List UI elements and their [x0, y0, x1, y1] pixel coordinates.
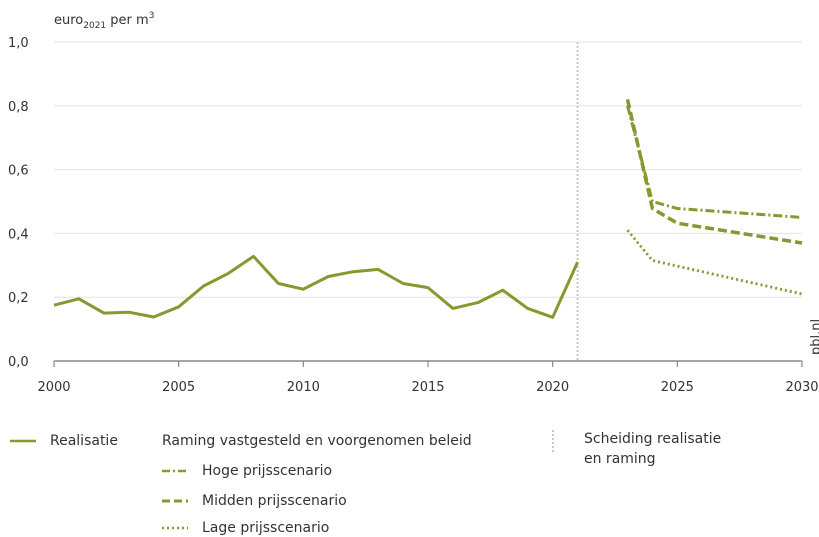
line-chart: 0,00,20,40,60,81,0 2000 2005 2010 2015 2020 2…: [8, 11, 819, 395]
series-line-realisatie: [53, 254, 579, 319]
y-tick-label: 1,0: [8, 36, 29, 51]
y-axis-label-rest: per m: [106, 13, 149, 28]
legend-label-lage: Lage prijsscenario: [202, 520, 330, 536]
legend-label-realisatie: Realisatie: [50, 433, 118, 449]
x-tick-label: 2020: [536, 380, 569, 395]
x-tick-label: 2015: [411, 380, 444, 395]
y-axis-label: euro2021 per m3: [54, 11, 154, 31]
x-tick-label: 2030: [785, 380, 818, 395]
vertical-dotted-line-icon: [548, 430, 558, 452]
x-tick-label: 2005: [162, 380, 195, 395]
series-lines: [53, 99, 803, 319]
y-tick-label: 0,2: [8, 291, 29, 306]
x-tick-label: 2025: [661, 380, 694, 395]
y-axis-label-sub: 2021: [83, 21, 106, 31]
legend-item-scheiding: Scheiding realisatie en raming: [548, 430, 721, 468]
y-tick-labels: 0,0 0,2 0,4 0,6 0,8 1,0: [8, 36, 29, 370]
y-axis-label-main: euro: [54, 13, 83, 28]
y-tick-label: 0,4: [8, 227, 29, 242]
legend-label-midden: Midden prijsscenario: [202, 493, 347, 509]
y-tick-label: 0,6: [8, 164, 29, 179]
y-tick-label: 0,8: [8, 100, 29, 115]
legend-label-scheiding-2: en raming: [584, 451, 656, 467]
legend-item-realisatie: Realisatie: [10, 432, 118, 450]
solid-line-icon: [10, 436, 36, 446]
legend-item-hoge: Hoge prijsscenario: [162, 462, 332, 480]
series-line-midden-prijsscenario: [625, 99, 803, 245]
x-tick-labels: 2000 2005 2010 2015 2020 2025 2030: [37, 380, 818, 395]
legend-item-lage: Lage prijsscenario: [162, 519, 329, 537]
legend-label-raming: Raming vastgesteld en voorgenomen beleid: [162, 433, 472, 449]
series-line-lage-prijsscenario: [626, 229, 803, 296]
legend-label-scheiding-1: Scheiding realisatie: [584, 431, 722, 447]
x-tick-label: 2000: [37, 380, 70, 395]
legend-header-raming: Raming vastgesteld en voorgenomen beleid: [162, 432, 472, 450]
source-label: pbl.nl: [809, 319, 819, 355]
dashdot-line-icon: [162, 466, 188, 476]
y-tick-label: 0,0: [8, 355, 29, 370]
legend-item-midden: Midden prijsscenario: [162, 492, 347, 510]
y-axis-label-sup: 3: [149, 11, 155, 21]
series-line-hoge-prijsscenario: [626, 105, 803, 219]
legend-label-hoge: Hoge prijsscenario: [202, 463, 333, 479]
dashed-line-icon: [162, 496, 188, 506]
dotted-line-icon: [162, 523, 188, 533]
x-axis: [53, 360, 803, 367]
grid-lines: [54, 41, 802, 361]
x-tick-label: 2010: [287, 380, 320, 395]
